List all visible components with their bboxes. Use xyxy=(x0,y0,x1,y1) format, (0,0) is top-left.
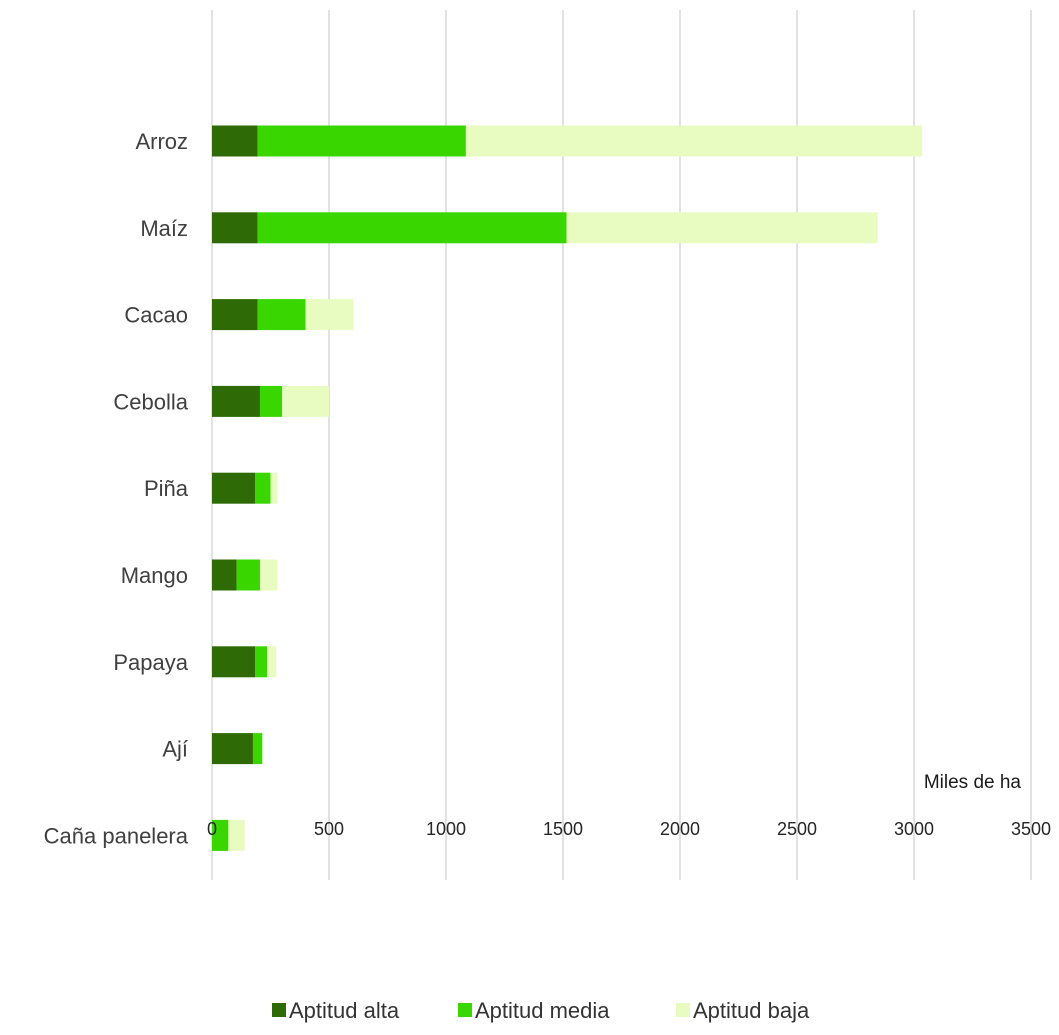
x-tick-label: 2500 xyxy=(777,819,817,839)
category-label: Mango xyxy=(121,563,188,588)
bar-segment xyxy=(255,472,271,504)
x-tick-labels: 0 500 1000 1500 2000 2500 3000 3500 xyxy=(207,819,1051,839)
bar-segment xyxy=(212,559,237,591)
category-label: Ají xyxy=(162,737,188,762)
bar-segment xyxy=(212,472,256,504)
category-label: Papaya xyxy=(113,650,188,675)
bar-segment xyxy=(259,385,283,417)
bar-segment xyxy=(228,819,245,851)
bar-segment xyxy=(212,733,253,765)
bar-segment xyxy=(212,646,256,678)
x-tick-label: 2000 xyxy=(660,819,700,839)
bar-segment xyxy=(566,212,878,244)
legend-label: Aptitud baja xyxy=(693,998,810,1023)
bar-segment xyxy=(212,299,258,331)
bar-segment xyxy=(212,819,229,851)
x-tick-label: 1000 xyxy=(426,819,466,839)
x-axis-title: Miles de ha xyxy=(924,772,1022,793)
bar-segment xyxy=(465,125,923,157)
category-labels: Arroz Maíz Cacao Cebolla Piña Mango Papaya Ají C… xyxy=(44,129,189,848)
bar-segment xyxy=(266,646,277,678)
bar-segment xyxy=(259,559,278,591)
legend-swatch xyxy=(676,1003,690,1017)
bar-segment xyxy=(212,125,258,157)
bar-segment xyxy=(257,125,466,157)
category-label: Piña xyxy=(144,476,189,501)
x-tick-label: 3000 xyxy=(894,819,934,839)
category-label: Maíz xyxy=(140,216,188,241)
bar-segment xyxy=(257,299,306,331)
legend-label: Aptitud media xyxy=(475,998,610,1023)
legend: Aptitud alta Aptitud media Aptitud baja xyxy=(272,998,810,1023)
bar-segment xyxy=(252,733,263,765)
bar-segment xyxy=(257,212,567,244)
category-label: Cacao xyxy=(124,303,188,328)
bar-segment xyxy=(282,385,329,417)
legend-label: Aptitud alta xyxy=(289,998,400,1023)
x-tick-label: 1500 xyxy=(543,819,583,839)
bars xyxy=(212,125,923,851)
category-label: Arroz xyxy=(135,129,188,154)
bar-segment xyxy=(236,559,260,591)
x-tick-label: 500 xyxy=(314,819,344,839)
bar-segment xyxy=(255,646,267,678)
category-label: Cebolla xyxy=(113,389,188,414)
legend-swatch xyxy=(458,1003,472,1017)
legend-swatch xyxy=(272,1003,286,1017)
bar-segment xyxy=(305,299,354,331)
x-tick-label: 0 xyxy=(207,819,217,839)
bar-segment xyxy=(270,472,278,504)
x-tick-label: 3500 xyxy=(1011,819,1051,839)
category-label: Caña panelera xyxy=(44,823,189,848)
bar-segment xyxy=(212,385,260,417)
bar-segment xyxy=(212,212,258,244)
